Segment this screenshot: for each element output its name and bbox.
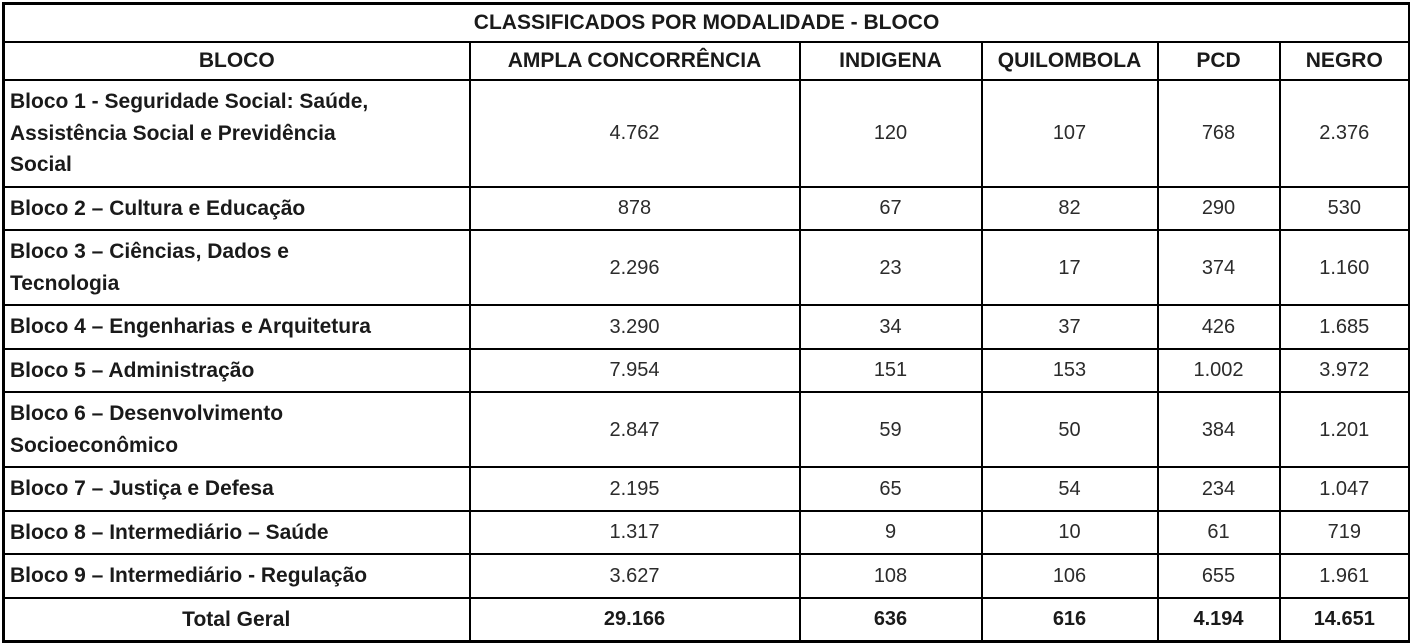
- column-header-3: QUILOMBOLA: [980, 41, 1159, 81]
- table-row: Bloco 4 – Engenharias e Arquitetura 3.290…: [2, 304, 1410, 350]
- bloco-label-cell: Bloco 7 – Justiça e Defesa: [2, 466, 471, 512]
- value-cell: 2.376: [1278, 79, 1410, 188]
- table-title: CLASSIFICADOS POR MODALIDADE - BLOCO: [2, 2, 1410, 43]
- header-row: BLOCO AMPLA CONCORRÊNCIA INDIGENA QUILOMBOL…: [2, 41, 1410, 81]
- value-cell: 7.954: [468, 347, 801, 393]
- bloco-label-cell: Bloco 6 – Desenvolvimento Socioeconômico: [2, 391, 471, 468]
- value-cell: 50: [980, 391, 1159, 468]
- value-cell: 120: [798, 79, 983, 188]
- value-cell: 34: [798, 304, 983, 350]
- bloco-label-cell: Bloco 9 – Intermediário - Regulação: [2, 553, 471, 599]
- value-cell: 67: [798, 185, 983, 231]
- value-cell: 2.296: [468, 229, 801, 306]
- value-cell: 2.847: [468, 391, 801, 468]
- value-cell: 107: [980, 79, 1159, 188]
- value-cell: 3.290: [468, 304, 801, 350]
- value-cell: 1.201: [1278, 391, 1410, 468]
- column-header-1: AMPLA CONCORRÊNCIA: [468, 41, 801, 81]
- value-cell: 108: [798, 553, 983, 599]
- bloco-label-cell: Bloco 4 – Engenharias e Arquitetura: [2, 304, 471, 350]
- value-cell: 61: [1156, 509, 1281, 555]
- column-header-4: PCD: [1156, 41, 1281, 81]
- table-row: Bloco 8 – Intermediário – Saúde 1.317 9 10 6…: [2, 509, 1410, 555]
- value-cell: 10: [980, 509, 1159, 555]
- value-cell: 1.047: [1278, 466, 1410, 512]
- value-cell: 768: [1156, 79, 1281, 188]
- value-cell: 9: [798, 509, 983, 555]
- value-cell: 530: [1278, 185, 1410, 231]
- value-cell: 106: [980, 553, 1159, 599]
- value-cell: 655: [1156, 553, 1281, 599]
- total-value-cell: 14.651: [1278, 596, 1410, 643]
- value-cell: 59: [798, 391, 983, 468]
- value-cell: 1.002: [1156, 347, 1281, 393]
- value-cell: 17: [980, 229, 1159, 306]
- total-label-cell: Total Geral: [2, 596, 471, 643]
- bloco-label-cell: Bloco 5 – Administração: [2, 347, 471, 393]
- value-cell: 1.685: [1278, 304, 1410, 350]
- value-cell: 1.317: [468, 509, 801, 555]
- value-cell: 719: [1278, 509, 1410, 555]
- table-row: Bloco 2 – Cultura e Educação 878 67 82 290 53…: [2, 185, 1410, 231]
- value-cell: 878: [468, 185, 801, 231]
- value-cell: 3.972: [1278, 347, 1410, 393]
- total-value-cell: 616: [980, 596, 1159, 643]
- title-row: CLASSIFICADOS POR MODALIDADE - BLOCO: [2, 2, 1410, 43]
- value-cell: 2.195: [468, 466, 801, 512]
- total-value-cell: 636: [798, 596, 983, 643]
- bloco-label-cell: Bloco 2 – Cultura e Educação: [2, 185, 471, 231]
- column-header-5: NEGRO: [1278, 41, 1410, 81]
- total-row: Total Geral 29.166 636 616 4.194 14.651: [2, 596, 1410, 643]
- value-cell: 1.160: [1278, 229, 1410, 306]
- total-value-cell: 4.194: [1156, 596, 1281, 643]
- value-cell: 82: [980, 185, 1159, 231]
- bloco-label-cell: Bloco 1 - Seguridade Social: Saúde, Assi…: [2, 79, 471, 188]
- table-row: Bloco 9 – Intermediário - Regulação 3.627…: [2, 553, 1410, 599]
- total-value-cell: 29.166: [468, 596, 801, 643]
- table-row: Bloco 5 – Administração 7.954 151 153 1.002 3…: [2, 347, 1410, 393]
- table-row: Bloco 7 – Justiça e Defesa 2.195 65 54 234 1.…: [2, 466, 1410, 512]
- table-row: Bloco 1 - Seguridade Social: Saúde, Assi…: [2, 79, 1410, 188]
- value-cell: 374: [1156, 229, 1281, 306]
- value-cell: 151: [798, 347, 983, 393]
- value-cell: 290: [1156, 185, 1281, 231]
- value-cell: 384: [1156, 391, 1281, 468]
- value-cell: 426: [1156, 304, 1281, 350]
- value-cell: 234: [1156, 466, 1281, 512]
- table-row: Bloco 3 – Ciências, Dados e Tecnologia 2.…: [2, 229, 1410, 306]
- value-cell: 65: [798, 466, 983, 512]
- value-cell: 37: [980, 304, 1159, 350]
- column-header-bloco: BLOCO: [2, 41, 471, 81]
- value-cell: 23: [798, 229, 983, 306]
- value-cell: 4.762: [468, 79, 801, 188]
- value-cell: 153: [980, 347, 1159, 393]
- value-cell: 3.627: [468, 553, 801, 599]
- bloco-label-cell: Bloco 3 – Ciências, Dados e Tecnologia: [2, 229, 471, 306]
- bloco-label-cell: Bloco 8 – Intermediário – Saúde: [2, 509, 471, 555]
- value-cell: 54: [980, 466, 1159, 512]
- column-header-2: INDIGENA: [798, 41, 983, 81]
- value-cell: 1.961: [1278, 553, 1410, 599]
- table-row: Bloco 6 – Desenvolvimento Socioeconômico…: [2, 391, 1410, 468]
